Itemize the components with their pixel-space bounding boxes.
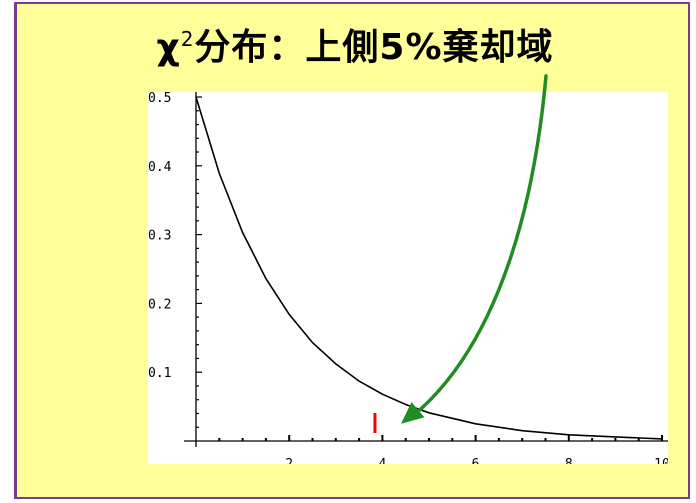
arrow-shaft — [413, 76, 546, 416]
arrow-head — [401, 402, 424, 424]
